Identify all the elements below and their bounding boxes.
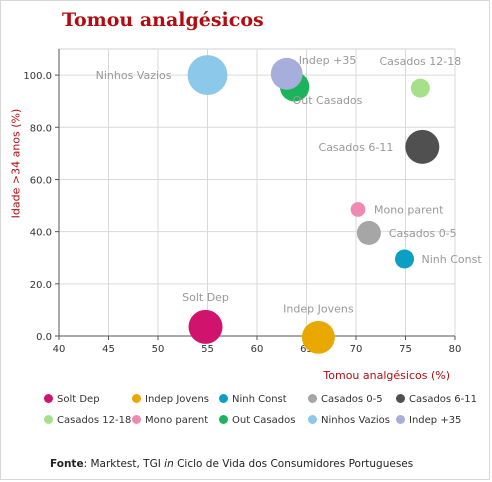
tick-labels: 40 45 50 55 60 65 70 75 80 0.0 20.0 40.0 60.0 80.0 100… [23, 71, 461, 355]
legend-marker [219, 394, 228, 403]
x-tick-label: 75 [399, 344, 412, 355]
point-label-ninh-const: Ninh Const [422, 253, 483, 266]
point-label-solt-dep: Solt Dep [182, 291, 229, 304]
y-tick-label: 20.0 [30, 280, 52, 291]
legend-item-casados-12-18: Casados 12-18 [44, 415, 131, 426]
bubble-ninhos-vazios [187, 55, 228, 96]
legend-item-casados-0-5: Casados 0-5 [308, 394, 383, 405]
bubbles [187, 55, 440, 354]
legend-label: Ninhos Vazios [321, 415, 390, 426]
point-label-indep-35: Indep +35 [299, 54, 357, 67]
x-tick-label: 40 [53, 344, 66, 355]
x-tick-label: 80 [449, 344, 462, 355]
grid [58, 48, 456, 337]
x-tick-label: 70 [350, 344, 363, 355]
y-tick-label: 0.0 [36, 332, 52, 343]
point-label-ninhos-vazios: Ninhos Vazios [96, 69, 172, 82]
x-tick-label: 50 [152, 344, 165, 355]
legend-marker [44, 394, 53, 403]
bubble-casados-6-11 [405, 129, 440, 164]
source-text-after: Ciclo de Vida dos Consumidores Portugues… [173, 458, 414, 470]
point-labels: Solt Dep Indep Jovens Ninh Const Casados 0-… [96, 54, 483, 316]
y-tick-label: 80.0 [30, 123, 52, 134]
point-label-casados-6-11: Casados 6-11 [319, 141, 394, 154]
bubble-mono-parent [350, 202, 366, 217]
bubble-ninh-const [395, 249, 415, 269]
source-text-before: : Marktest, TGI [83, 458, 165, 470]
legend-label: Ninh Const [232, 394, 287, 405]
legend-item-ninhos-vazios: Ninhos Vazios [308, 415, 390, 426]
chart-title: Tomou analgésicos [62, 9, 264, 31]
y-tick-label: 60.0 [30, 175, 52, 186]
legend-item-indep-35: Indep +35 [396, 415, 461, 426]
axes [55, 49, 456, 340]
legend-marker [44, 415, 53, 424]
x-tick-label: 45 [102, 344, 115, 355]
legend-marker [219, 415, 228, 424]
legend-marker [132, 415, 141, 424]
source-prefix: Fonte [50, 458, 84, 470]
bubble-indep-35 [270, 57, 303, 90]
x-tick-label: 65 [300, 344, 313, 355]
legend-label: Solt Dep [57, 394, 100, 405]
legend-label: Indep +35 [409, 415, 462, 426]
legend-marker [396, 394, 405, 403]
point-label-out-casados: Out Casados [293, 94, 363, 107]
x-tick-label: 60 [251, 344, 264, 355]
x-tick-label: 55 [201, 344, 214, 355]
legend-item-mono-parent: Mono parent [132, 415, 208, 426]
source-note: Fonte: Marktest, TGI in Ciclo de Vida do… [50, 458, 413, 470]
point-label-indep-jovens: Indep Jovens [283, 302, 354, 315]
point-label-mono-parent: Mono parent [374, 203, 444, 216]
legend-label: Casados 6-11 [409, 394, 477, 405]
legend-label: Casados 12-18 [57, 415, 132, 426]
point-label-casados-12-18: Casados 12-18 [379, 55, 461, 68]
point-label-casados-0-5: Casados 0-5 [389, 227, 457, 240]
bubble-casados-12-18 [410, 78, 430, 98]
legend-marker [132, 394, 141, 403]
source-italic: in [164, 458, 174, 470]
legend-item-out-casados: Out Casados [219, 415, 295, 426]
legend-label: Mono parent [145, 415, 209, 426]
legend-item-solt-dep: Solt Dep [44, 394, 100, 405]
legend-item-ninh-const: Ninh Const [219, 394, 287, 405]
legend-item-indep-jovens: Indep Jovens [132, 394, 209, 405]
legend-label: Out Casados [232, 415, 296, 426]
y-tick-label: 40.0 [30, 228, 52, 239]
x-axis-label: Tomou analgésicos (%) [323, 369, 450, 382]
legend-marker [308, 394, 317, 403]
legend-marker [308, 415, 317, 424]
bubble-indep-jovens [301, 320, 335, 354]
legend-label: Casados 0-5 [321, 394, 383, 405]
legend-marker [396, 415, 405, 424]
bubble-solt-dep [188, 309, 223, 344]
legend-label: Indep Jovens [145, 394, 209, 405]
y-axis-label: Idade >34 anos (%) [9, 108, 23, 219]
y-tick-label: 100.0 [23, 71, 52, 82]
bubble-casados-0-5 [356, 220, 381, 245]
legend-item-casados-6-11: Casados 6-11 [396, 394, 477, 405]
